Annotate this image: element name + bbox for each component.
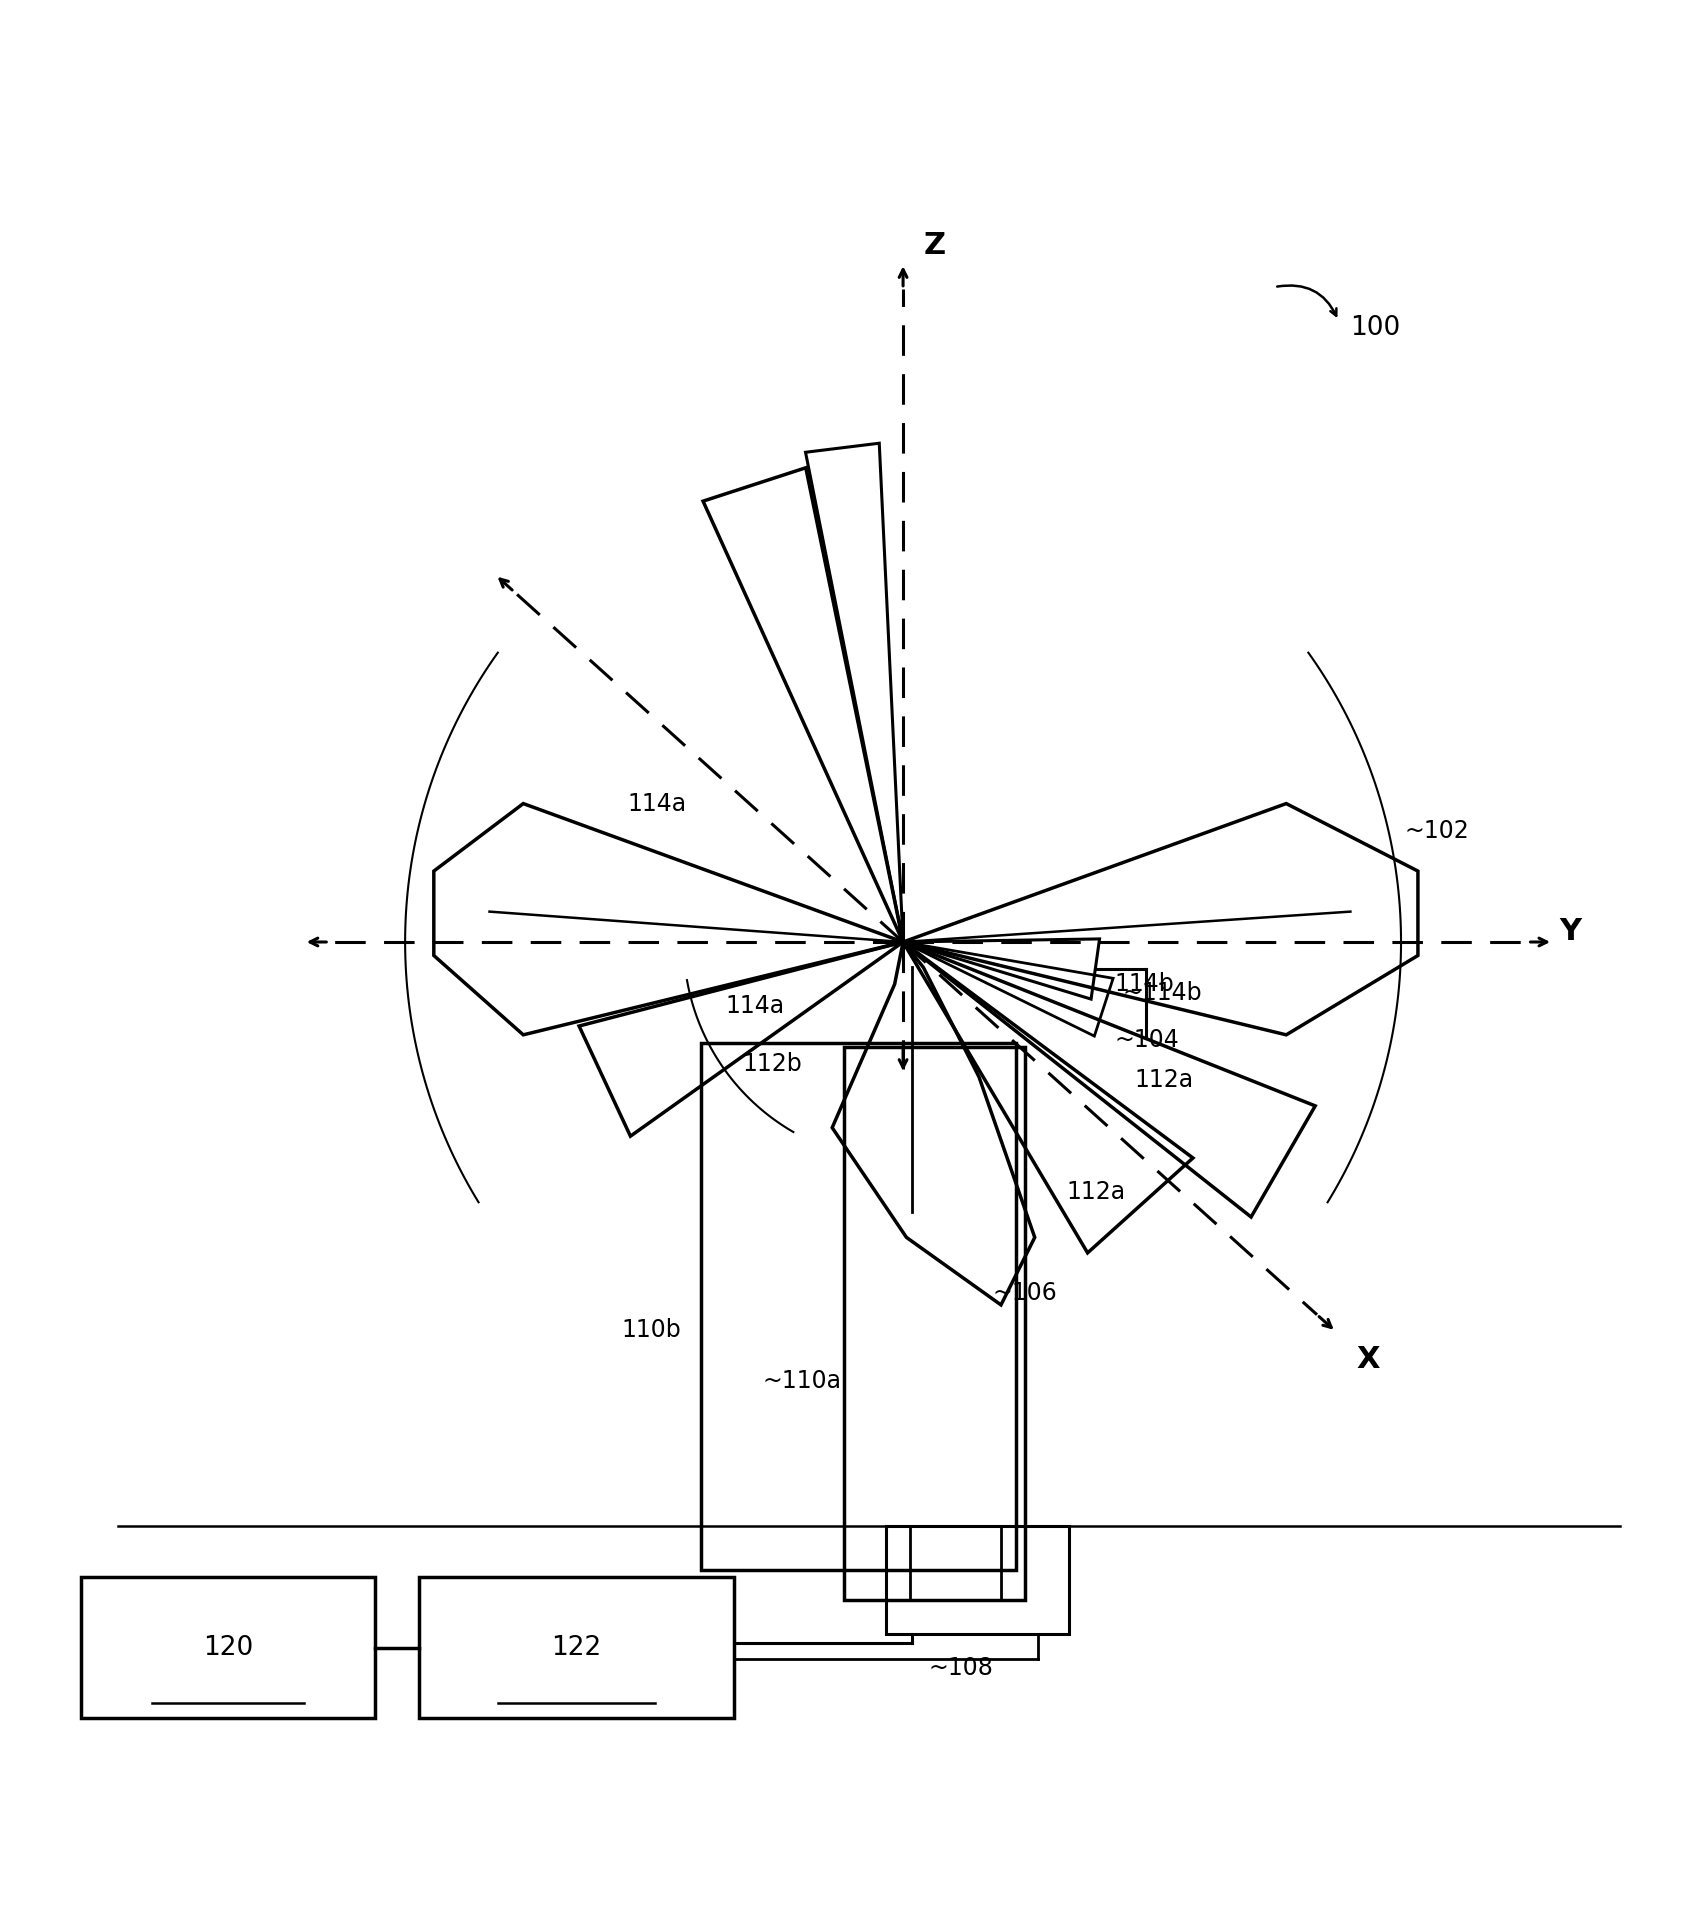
Text: 114a: 114a [726,994,785,1019]
Text: 112b: 112b [743,1051,802,1076]
Text: 112a: 112a [1134,1068,1193,1093]
Text: 122: 122 [552,1634,601,1661]
Text: ~108: ~108 [928,1655,993,1680]
Text: Z: Z [923,231,945,260]
Text: 120: 120 [203,1634,253,1661]
Text: 114a: 114a [628,791,687,816]
Text: 114b: 114b [1114,973,1173,996]
Text: 100: 100 [1350,315,1401,340]
Text: 110b: 110b [621,1319,680,1342]
Text: ~104: ~104 [1114,1028,1178,1051]
Text: ~102: ~102 [1404,818,1469,843]
FancyArrowPatch shape [1278,285,1337,315]
Text: 112a: 112a [1067,1179,1126,1204]
Text: Y: Y [1560,917,1582,946]
Text: ~114b: ~114b [1123,980,1202,1005]
Text: ~106: ~106 [993,1280,1057,1305]
Text: ~110a: ~110a [763,1368,842,1393]
Text: X: X [1355,1345,1379,1374]
